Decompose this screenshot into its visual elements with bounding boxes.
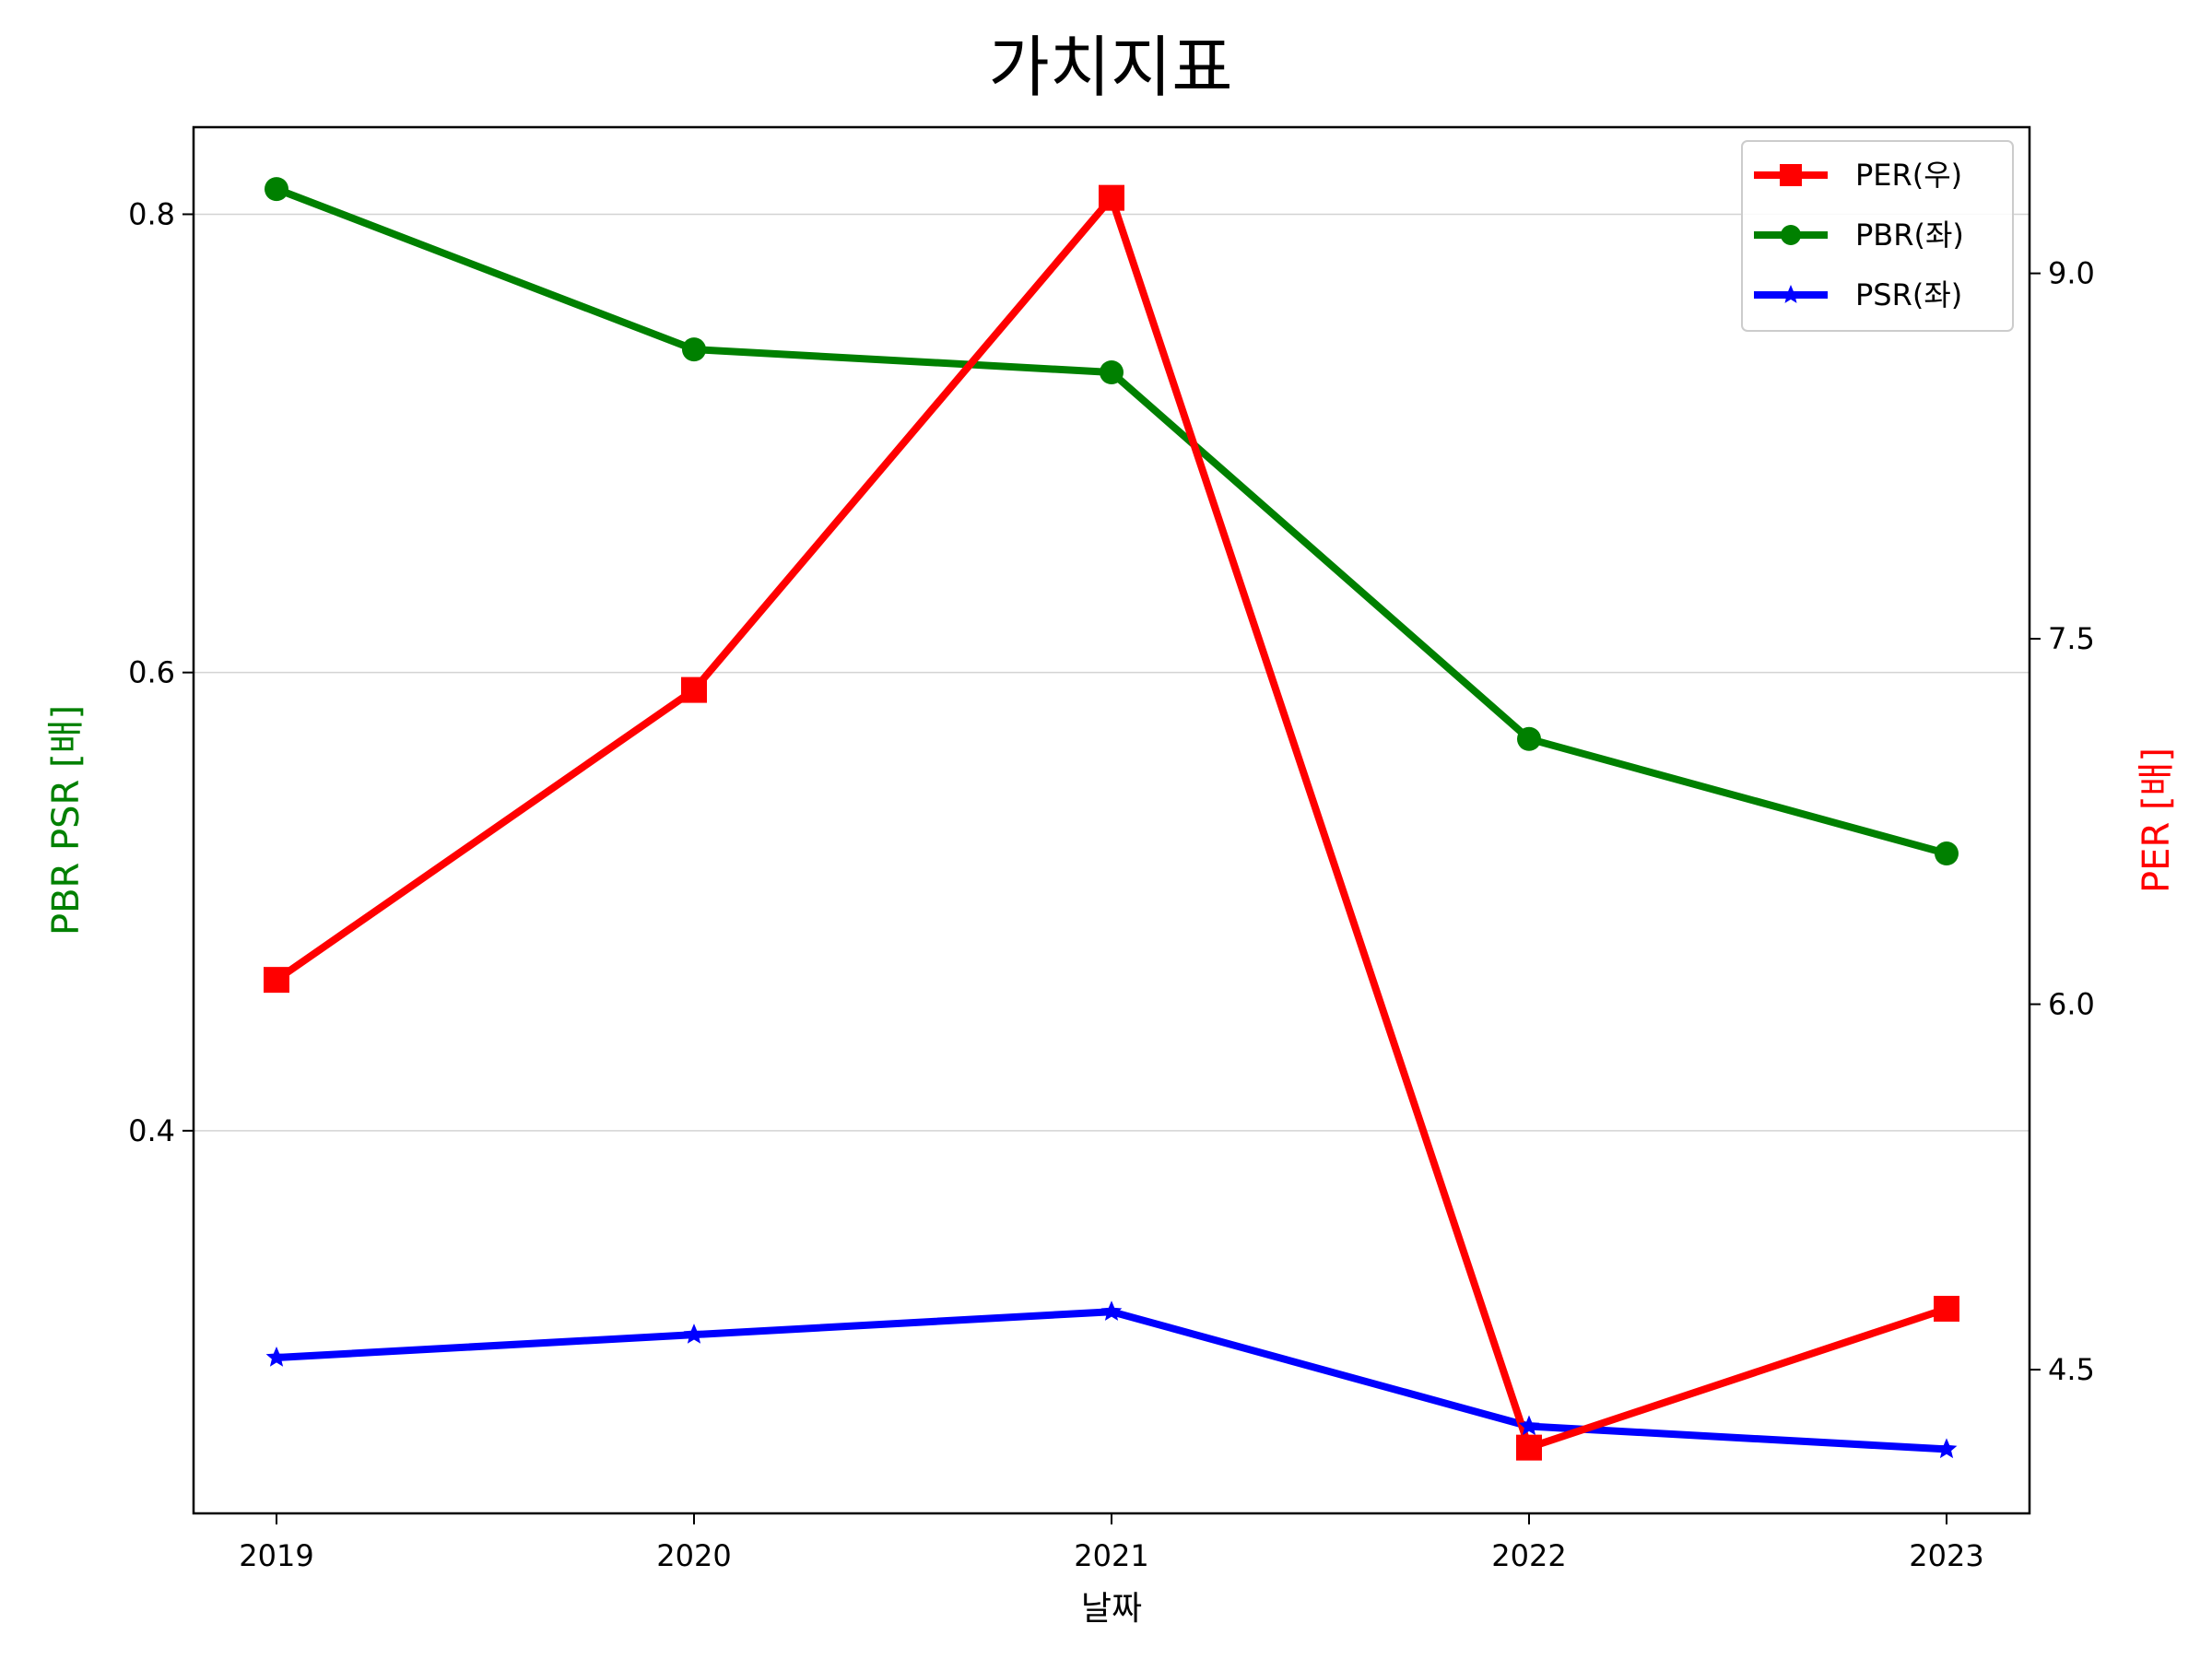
grid-lines	[194, 213, 2030, 1132]
series-markers	[264, 177, 1959, 1461]
x-tick-label: 2022	[1491, 1538, 1566, 1573]
legend: PER(우) PBR(좌) PSR(좌)	[1741, 140, 2014, 332]
data-point-per-2020	[681, 677, 707, 703]
data-point-per-2022	[1516, 1434, 1542, 1461]
data-point-psr-2019	[265, 1347, 288, 1367]
legend-label-pbr: PBR(좌)	[1855, 218, 1964, 253]
left-y-axis: 0.4 0.6 0.8	[128, 196, 194, 1148]
data-point-per-2019	[264, 967, 289, 994]
x-tick-label: 2019	[239, 1538, 313, 1573]
x-axis-label: 날짜	[1081, 1590, 1142, 1628]
left-y-tick-label: 0.6	[128, 655, 175, 690]
x-tick-label: 2021	[1074, 1538, 1148, 1573]
data-point-per-2023	[1934, 1295, 1959, 1322]
data-point-pbr-2020	[682, 337, 706, 362]
x-tick-label: 2020	[656, 1538, 731, 1573]
x-tick-label: 2023	[1909, 1538, 1983, 1573]
left-y-tick-label: 0.4	[128, 1113, 175, 1148]
left-y-axis-label: PBR PSR [배]	[45, 705, 88, 935]
left-y-tick-label: 0.8	[128, 196, 175, 231]
data-point-psr-2023	[1936, 1438, 1958, 1459]
legend-label-psr: PSR(좌)	[1855, 277, 1962, 312]
data-point-pbr-2021	[1100, 359, 1124, 384]
legend-label-per: PER(우)	[1855, 158, 1962, 193]
data-point-psr-2021	[1100, 1300, 1123, 1321]
legend-marker-psr	[1781, 285, 1801, 303]
legend-box	[1741, 140, 2014, 332]
right-y-axis-label: PER [배]	[2136, 747, 2178, 893]
data-point-pbr-2023	[1935, 841, 1959, 866]
data-point-per-2021	[1099, 184, 1124, 211]
chart-title: 가치지표	[989, 29, 1233, 106]
data-point-psr-2020	[683, 1324, 705, 1344]
data-point-psr-2022	[1518, 1415, 1540, 1436]
right-y-tick-label: 4.5	[2048, 1352, 2095, 1387]
right-y-axis: 4.5 6.0 7.5 9.0	[2030, 256, 2095, 1387]
legend-marker-per	[1780, 164, 1802, 186]
legend-marker-pbr	[1781, 225, 1801, 245]
x-axis: 2019 2020 2021 2022 2023	[239, 1513, 1984, 1573]
data-point-pbr-2019	[265, 177, 288, 202]
data-point-pbr-2022	[1517, 726, 1541, 751]
right-y-tick-label: 9.0	[2048, 256, 2095, 291]
right-y-tick-label: 6.0	[2048, 987, 2095, 1022]
right-y-tick-label: 7.5	[2048, 621, 2095, 656]
